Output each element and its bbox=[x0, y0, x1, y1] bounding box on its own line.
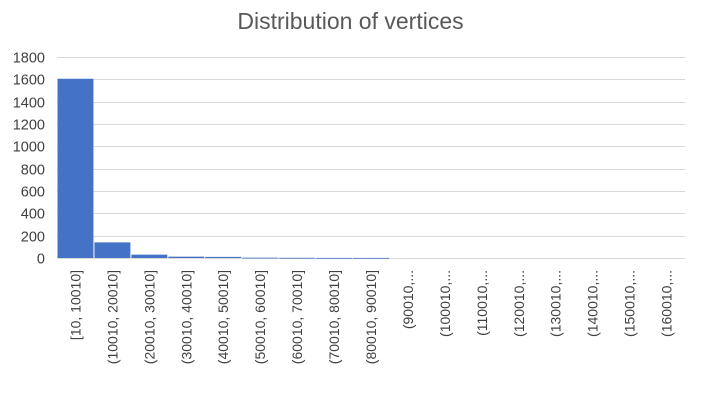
x-category-label: (90010,... bbox=[400, 270, 416, 329]
x-category-label: (10010, 20010] bbox=[104, 270, 120, 364]
bar bbox=[94, 242, 131, 258]
bar bbox=[353, 257, 389, 259]
y-tick-label: 1400 bbox=[13, 96, 45, 112]
bar bbox=[205, 256, 242, 258]
x-category-label: (160010,... bbox=[659, 270, 675, 337]
chart-title: Distribution of vertices bbox=[237, 8, 464, 34]
y-axis-ticks: 0 200 400 600 800 1000 1200 1400 1600 1800 bbox=[13, 51, 45, 268]
y-tick-label: 200 bbox=[21, 230, 45, 246]
x-category-label: (140010,... bbox=[585, 270, 601, 337]
x-category-label: (110010,... bbox=[474, 270, 490, 336]
x-category-label: (70010, 80010] bbox=[326, 270, 342, 364]
bar bbox=[57, 78, 94, 259]
x-category-label: (100010,... bbox=[437, 270, 453, 337]
x-category-label: (50010, 60010] bbox=[252, 270, 268, 364]
y-tick-label: 1200 bbox=[13, 118, 45, 134]
y-tick-label: 1800 bbox=[13, 51, 45, 67]
x-axis-labels: [10, 10010] (10010, 20010] (20010, 30010] (… bbox=[67, 270, 674, 364]
x-category-label: (40010, 50010] bbox=[215, 270, 231, 364]
x-category-label: (130010,... bbox=[548, 270, 564, 337]
x-category-label: (30010, 40010] bbox=[178, 270, 194, 364]
bar bbox=[131, 254, 168, 258]
bars bbox=[57, 78, 389, 259]
y-tick-label: 400 bbox=[21, 207, 45, 223]
y-tick-label: 600 bbox=[21, 185, 45, 201]
y-tick-label: 1000 bbox=[13, 140, 45, 156]
x-category-label: (150010,... bbox=[622, 270, 638, 337]
x-category-label: (60010, 70010] bbox=[289, 270, 305, 364]
y-tick-label: 0 bbox=[37, 252, 45, 268]
y-tick-label: 800 bbox=[21, 163, 45, 179]
x-category-label: (20010, 30010] bbox=[141, 270, 157, 364]
gridlines bbox=[57, 57, 685, 259]
bar bbox=[242, 257, 279, 259]
x-category-label: (120010,... bbox=[511, 270, 527, 337]
x-category-label: [10, 10010] bbox=[67, 270, 83, 340]
bar bbox=[316, 257, 353, 259]
bar bbox=[168, 256, 205, 258]
bar bbox=[279, 257, 316, 259]
x-category-label: (80010, 90010] bbox=[363, 270, 379, 364]
y-tick-label: 1600 bbox=[13, 73, 45, 89]
